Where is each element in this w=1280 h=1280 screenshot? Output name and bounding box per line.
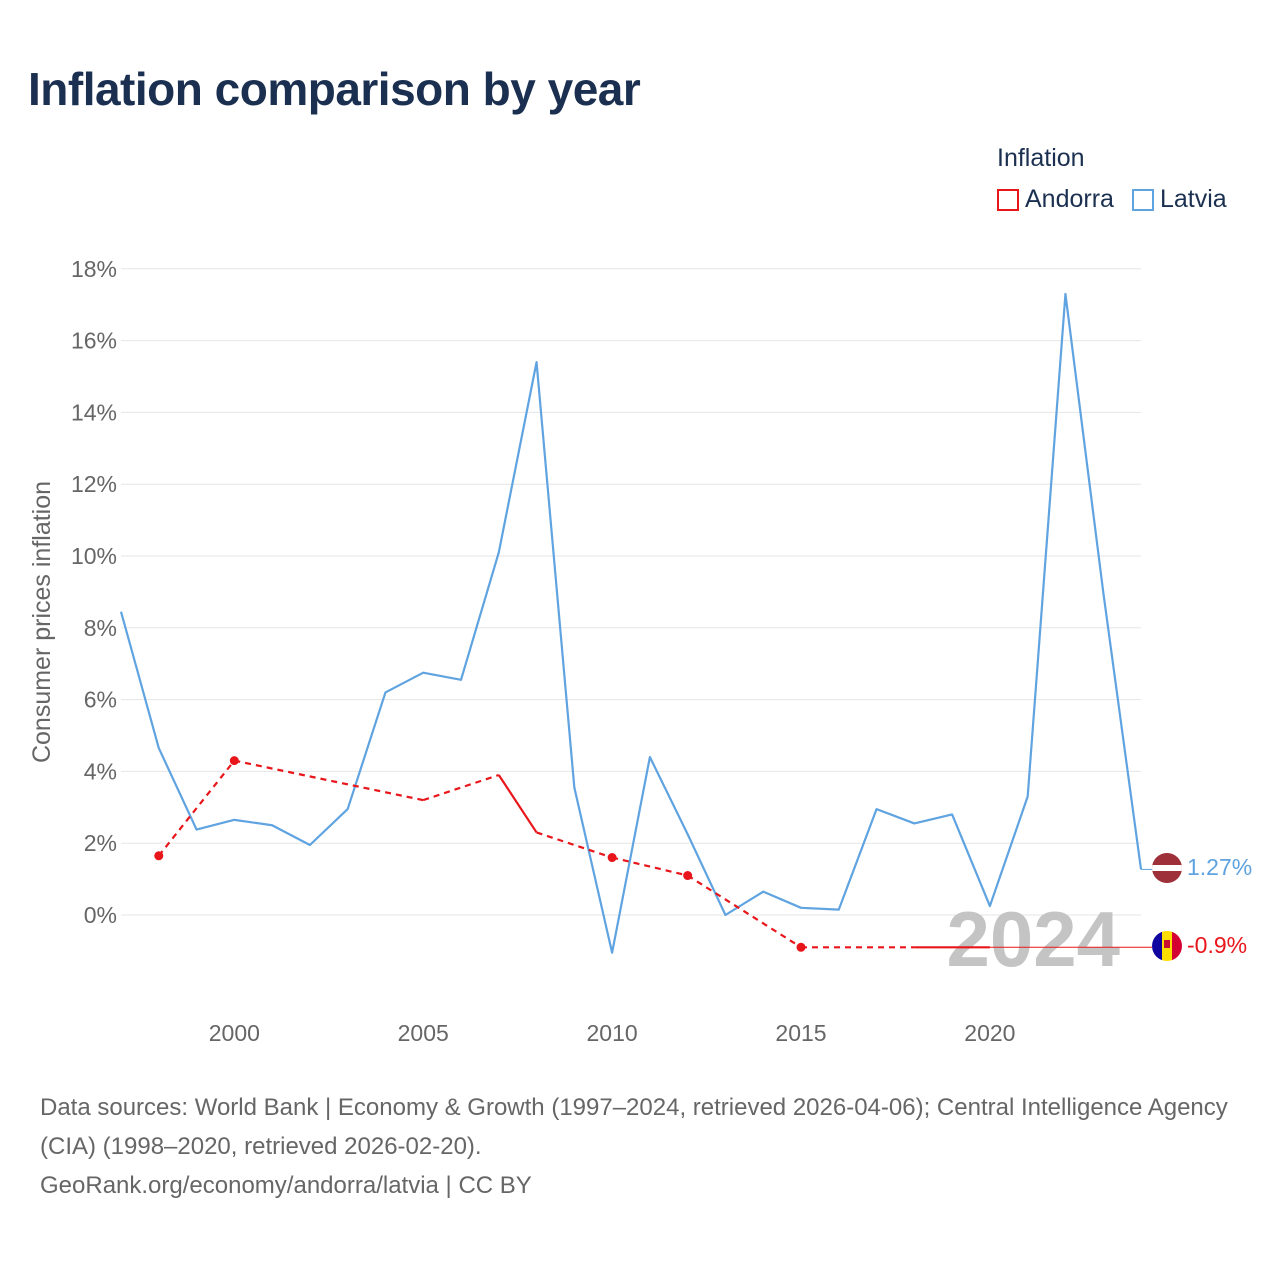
chart-title: Inflation comparison by year [28, 63, 641, 115]
y-tick-label: 12% [71, 471, 117, 497]
y-tick-label: 18% [71, 256, 117, 282]
andorra-point [683, 871, 693, 881]
legend-item-latvia[interactable]: Latvia [1131, 185, 1227, 214]
y-tick-label: 8% [84, 615, 117, 641]
legend: Andorra Latvia [997, 185, 1227, 214]
y-axis-tick-labels: 0% 2% 4% 6% 8% 10% 12% 14% 16% 18% [71, 256, 117, 928]
andorra-segment [422, 773, 500, 802]
andorra-segment [687, 874, 802, 949]
x-tick-label: 2005 [398, 1020, 449, 1046]
andorra-segment [611, 856, 688, 877]
andorra-segment [234, 759, 424, 802]
y-tick-label: 0% [84, 902, 117, 928]
andorra-flag-icon [1152, 931, 1182, 961]
legend-item-andorra[interactable]: Andorra [997, 185, 1114, 214]
x-tick-label: 2015 [775, 1020, 826, 1046]
y-tick-label: 6% [84, 687, 117, 713]
andorra-point [796, 942, 806, 952]
legend-swatch-latvia [1131, 188, 1154, 211]
gridlines [121, 268, 1141, 916]
series-lines [119, 292, 1152, 954]
legend-label-andorra: Andorra [1025, 185, 1114, 213]
latvia-flag-icon [1152, 853, 1182, 883]
legend-label-latvia: Latvia [1159, 185, 1227, 213]
y-tick-label: 10% [71, 543, 117, 569]
andorra-segment [157, 759, 236, 857]
y-tick-label: 16% [71, 328, 117, 354]
y-tick-label: 4% [84, 758, 117, 784]
attribution-text[interactable]: GeoRank.org/economy/andorra/latvia | CC … [40, 1172, 532, 1199]
year-watermark: 2024 [946, 895, 1120, 983]
end-markers: 1.27% -0.9% [1152, 853, 1252, 961]
andorra-point [229, 756, 239, 766]
y-axis-label: Consumer prices inflation [28, 481, 56, 763]
andorra-point [607, 853, 617, 863]
latvia-line [119, 292, 1143, 954]
andorra-segment [536, 831, 613, 859]
x-tick-label: 2020 [964, 1020, 1015, 1046]
x-tick-label: 2010 [587, 1020, 638, 1046]
y-tick-label: 14% [71, 399, 117, 425]
latvia-end-value-label: 1.27% [1187, 854, 1252, 880]
legend-title: Inflation [997, 144, 1085, 172]
data-sources: Data sources: World Bank | Economy & Gro… [40, 1088, 1240, 1205]
x-tick-label: 2000 [209, 1020, 260, 1046]
x-axis-tick-labels: 2000 2005 2010 2015 2020 [209, 1020, 1016, 1046]
line-chart: 0%2%4%6%8%10%12%14%16%18% 2000 2005 2010 20… [28, 256, 1252, 1046]
sources-text: Data sources: World Bank | Economy & Gro… [40, 1094, 1228, 1160]
andorra-point [154, 851, 164, 861]
legend-swatch-andorra [997, 188, 1019, 211]
andorra-segment [497, 774, 538, 834]
y-tick-label: 2% [84, 830, 117, 856]
andorra-end-value-label: -0.9% [1187, 932, 1247, 958]
